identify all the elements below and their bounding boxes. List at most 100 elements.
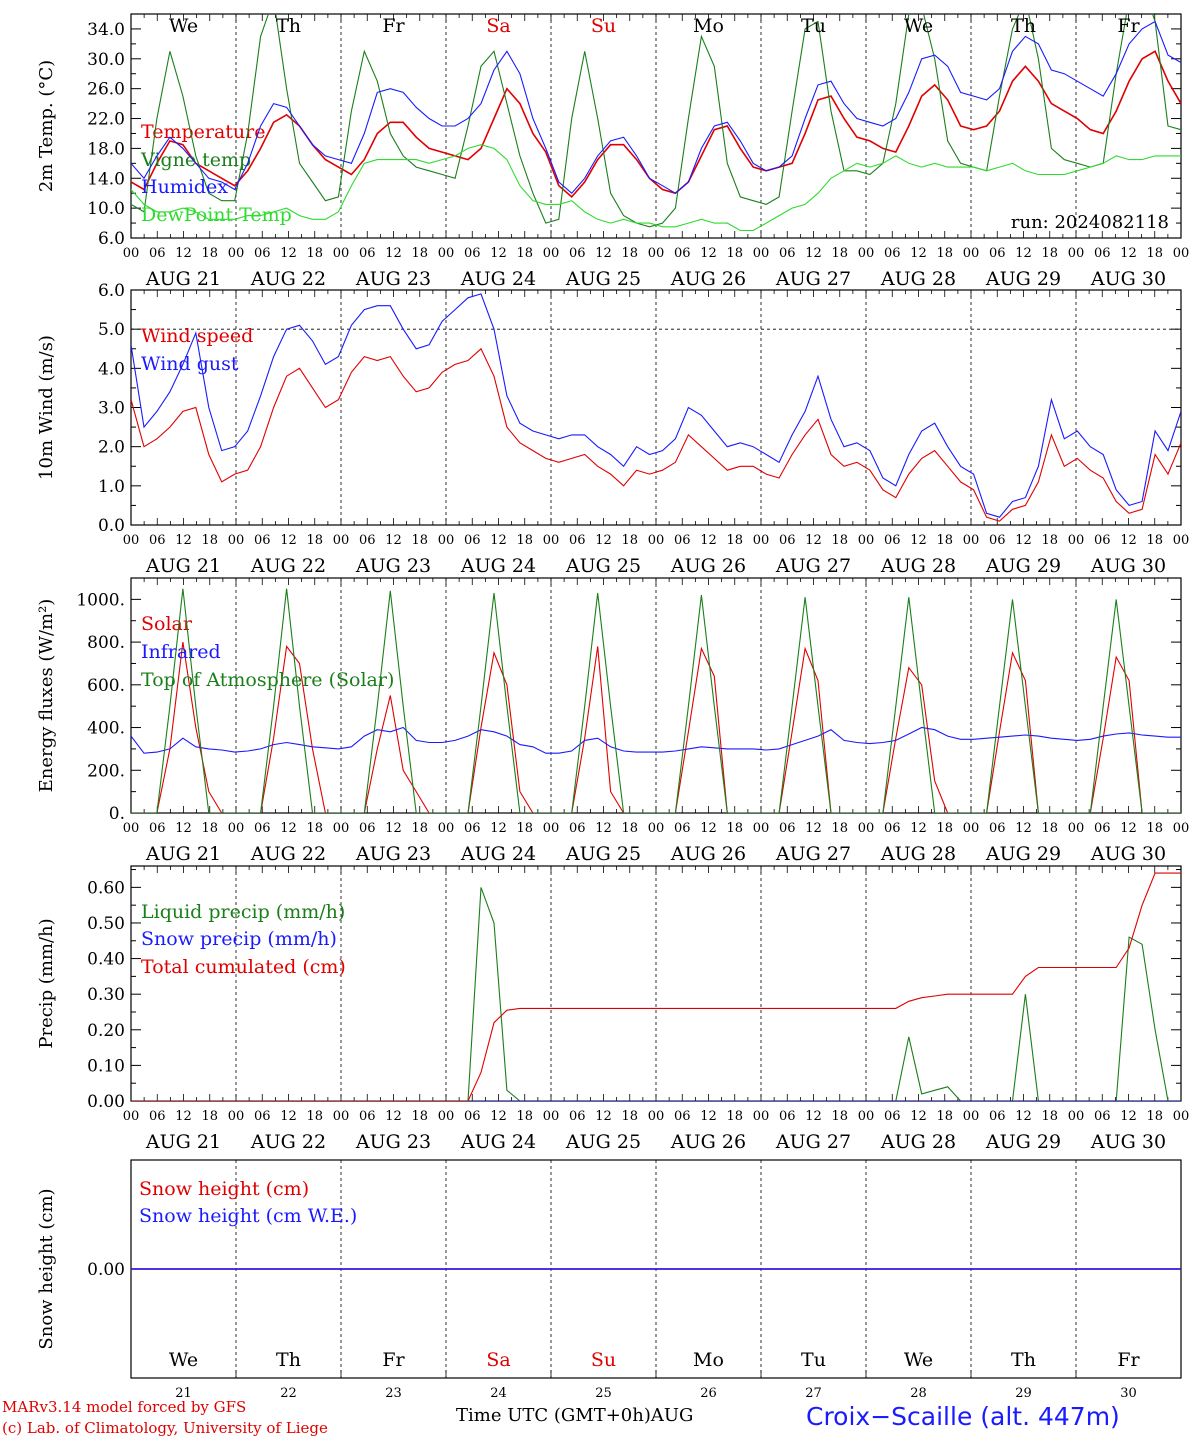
station-name: Croix−Scaille (alt. 447m)	[806, 1402, 1120, 1431]
hour-tick-label: 18	[831, 246, 848, 261]
hour-tick-label: 06	[779, 1109, 796, 1124]
hour-tick-label: 06	[254, 1109, 271, 1124]
y-tick-label: 0.00	[87, 1260, 125, 1280]
hour-tick-label: 18	[201, 246, 218, 261]
y-tick-label: 400.	[87, 719, 125, 739]
day-name: Tu	[801, 15, 826, 37]
day-number: 26	[700, 1386, 717, 1400]
legend-entry: Vigne temp	[140, 149, 251, 171]
y-tick-label: 22.0	[87, 110, 125, 130]
hour-tick-label: 06	[569, 246, 586, 261]
day-name: Mo	[693, 1349, 724, 1371]
series-line	[131, 144, 1181, 232]
date-label: AUG 29	[985, 843, 1061, 865]
date-label: AUG 25	[565, 843, 641, 865]
hour-tick-label: 12	[490, 1109, 507, 1124]
y-tick-label: 26.0	[87, 80, 125, 100]
hour-tick-label: 06	[254, 821, 271, 836]
hour-tick-label: 12	[1015, 246, 1032, 261]
hour-tick-label: 00	[543, 246, 560, 261]
y-tick-label: 6.0	[98, 229, 125, 249]
hour-tick-label: 00	[543, 821, 560, 836]
hour-tick-label: 12	[385, 533, 402, 548]
date-label: AUG 23	[355, 843, 431, 865]
hour-tick-label: 00	[438, 246, 455, 261]
hour-tick-label: 12	[700, 246, 717, 261]
day-name: Fr	[382, 15, 405, 37]
y-tick-label: 0.50	[87, 914, 125, 934]
hour-tick-label: 12	[910, 821, 927, 836]
hour-tick-label: 06	[464, 533, 481, 548]
date-label: AUG 25	[565, 1131, 641, 1153]
date-label: AUG 24	[460, 268, 536, 290]
series-line	[131, 642, 1181, 813]
hour-tick-label: 12	[595, 533, 612, 548]
hour-tick-label: 06	[149, 1109, 166, 1124]
hour-tick-label: 18	[1041, 246, 1058, 261]
day-name: We	[904, 15, 933, 37]
y-tick-label: 14.0	[87, 169, 125, 189]
hour-tick-label: 00	[963, 1109, 980, 1124]
y-tick-label: 0.20	[87, 1021, 125, 1041]
hour-tick-label: 06	[359, 1109, 376, 1124]
hour-tick-label: 18	[621, 1109, 638, 1124]
date-label: AUG 26	[670, 268, 746, 290]
hour-tick-label: 00	[963, 821, 980, 836]
date-label: AUG 21	[145, 843, 221, 865]
hour-tick-label: 00	[123, 1109, 140, 1124]
hour-tick-label: 00	[333, 821, 350, 836]
date-label: AUG 22	[250, 268, 326, 290]
hour-tick-label: 12	[490, 246, 507, 261]
hour-tick-label: 18	[1041, 533, 1058, 548]
hour-tick-label: 00	[1173, 246, 1190, 261]
hour-tick-label: 18	[621, 821, 638, 836]
hour-tick-label: 18	[516, 246, 533, 261]
legend-entry: Humidex	[141, 176, 228, 198]
hour-tick-label: 12	[280, 246, 297, 261]
day-name: Fr	[1117, 15, 1140, 37]
day-name: Fr	[382, 1349, 405, 1371]
hour-tick-label: 06	[779, 246, 796, 261]
date-label: AUG 28	[880, 268, 956, 290]
hour-tick-label: 00	[648, 821, 665, 836]
month-label: AUG	[650, 1405, 694, 1426]
hour-tick-label: 06	[989, 821, 1006, 836]
date-label: AUG 27	[775, 1131, 851, 1153]
hour-tick-label: 00	[228, 1109, 245, 1124]
lab-credit: (c) Lab. of Climatology, University of L…	[2, 1419, 328, 1437]
hour-tick-label: 12	[175, 533, 192, 548]
panel-4: 00 06 12 18 00 06 12 18 00 06 12 18 00 06 12 18 00 06 12 18…	[36, 865, 1189, 1153]
hour-tick-label: 12	[910, 533, 927, 548]
hour-tick-label: 00	[333, 533, 350, 548]
hour-tick-label: 00	[753, 1109, 770, 1124]
hour-tick-label: 18	[621, 246, 638, 261]
hour-tick-label: 18	[831, 821, 848, 836]
hour-tick-label: 12	[1015, 533, 1032, 548]
date-label: AUG 28	[880, 843, 956, 865]
hour-tick-label: 12	[910, 1109, 927, 1124]
y-tick-label: 0.00	[87, 1092, 125, 1112]
hour-tick-label: 06	[569, 821, 586, 836]
day-number: 29	[1015, 1386, 1032, 1400]
hour-tick-label: 18	[1146, 821, 1163, 836]
y-axis-label: Snow height (cm)	[36, 1188, 57, 1349]
day-name: Su	[591, 15, 616, 37]
day-number: 23	[385, 1386, 402, 1400]
day-number: 27	[805, 1386, 822, 1400]
y-tick-label: 30.0	[87, 50, 125, 70]
panel-1: 00 06 12 18 00 06 12 18 00 06 12 18 00 06 12 18 00 06 12 18…	[36, 13, 1190, 290]
hour-tick-label: 00	[963, 533, 980, 548]
date-label: AUG 29	[985, 555, 1061, 577]
day-name: Mo	[693, 15, 724, 37]
hour-tick-label: 18	[306, 246, 323, 261]
day-name: We	[169, 1349, 198, 1371]
legend-entry: Top of Atmosphere (Solar)	[141, 669, 394, 691]
hour-tick-label: 12	[385, 1109, 402, 1124]
hour-tick-label: 18	[306, 533, 323, 548]
hour-tick-label: 18	[831, 1109, 848, 1124]
date-label: AUG 29	[985, 268, 1061, 290]
day-name: Su	[591, 1349, 616, 1371]
hour-tick-label: 06	[989, 533, 1006, 548]
day-name: Sa	[486, 15, 510, 37]
hour-tick-label: 18	[201, 1109, 218, 1124]
